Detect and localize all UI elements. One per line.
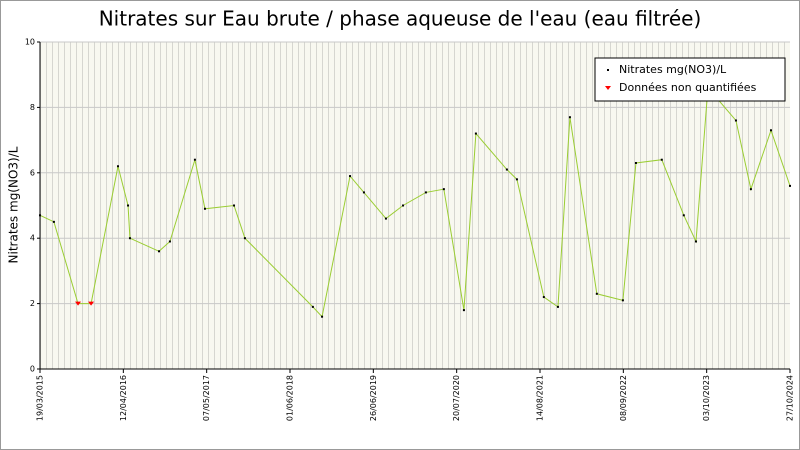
legend-label: Données non quantifiées [619, 81, 757, 94]
x-tick-label: 08/09/2022 [619, 375, 628, 421]
point [127, 204, 130, 207]
point [402, 204, 405, 207]
point [321, 315, 324, 318]
y-tick-label: 8 [30, 103, 35, 112]
point [424, 191, 427, 194]
point [243, 237, 246, 240]
point [168, 240, 171, 243]
point [515, 178, 518, 181]
point [39, 214, 41, 217]
point [384, 217, 387, 220]
legend-marker [607, 69, 609, 71]
legend-marker [605, 86, 611, 90]
legend [594, 57, 786, 102]
point [128, 237, 131, 240]
point [158, 250, 161, 253]
point [621, 299, 624, 302]
x-tick-label: 27/10/2024 [786, 375, 795, 421]
legend-label: Nitrates mg(NO3)/L [619, 63, 727, 76]
point [505, 168, 508, 171]
y-tick-label: 4 [30, 234, 35, 243]
point [311, 305, 314, 308]
point [660, 158, 663, 161]
y-tick-label: 0 [30, 365, 35, 374]
point [88, 301, 95, 306]
point [568, 116, 571, 119]
point [789, 184, 791, 187]
x-tick-label: 26/06/2019 [369, 375, 378, 421]
x-tick-label: 20/07/2020 [452, 375, 461, 421]
point [634, 161, 637, 164]
point [542, 296, 545, 299]
point [769, 129, 772, 132]
x-tick-label: 01/06/2018 [286, 375, 295, 421]
x-tick-label: 03/10/2023 [702, 375, 711, 421]
x-tick-label: 07/05/2017 [202, 375, 211, 421]
point [442, 188, 445, 191]
y-tick-label: 10 [25, 38, 35, 47]
point [75, 301, 82, 306]
x-tick-label: 12/04/2016 [119, 375, 128, 421]
point [682, 214, 685, 217]
point [116, 165, 119, 168]
point [462, 309, 465, 312]
point [474, 132, 477, 135]
point [52, 220, 55, 223]
y-tick-label: 6 [30, 168, 35, 177]
point [349, 175, 352, 178]
x-tick-label: 14/08/2021 [536, 375, 545, 421]
point [203, 207, 206, 210]
point [193, 158, 196, 161]
point [734, 119, 737, 122]
point [595, 292, 598, 295]
point [233, 204, 236, 207]
y-tick-label: 2 [30, 299, 35, 308]
point [556, 305, 559, 308]
point [362, 191, 365, 194]
point [694, 240, 697, 243]
y-axis-label: Nitrates mg(NO3)/L [7, 146, 21, 263]
chart-title: Nitrates sur Eau brute / phase aqueuse d… [99, 7, 702, 31]
point [749, 188, 752, 191]
x-tick-label: 19/03/2015 [36, 375, 45, 421]
